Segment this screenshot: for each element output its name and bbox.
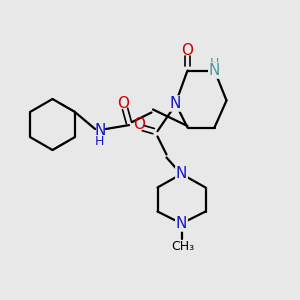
Text: O: O <box>134 117 146 132</box>
Text: N: N <box>95 123 106 138</box>
Text: H: H <box>94 135 104 148</box>
Text: CH₃: CH₃ <box>171 240 195 254</box>
Text: O: O <box>118 96 130 111</box>
Text: H: H <box>210 57 219 70</box>
Text: N: N <box>176 167 187 182</box>
Text: N: N <box>209 63 220 78</box>
Text: O: O <box>182 44 194 59</box>
Text: N: N <box>170 96 181 111</box>
Text: N: N <box>176 216 187 231</box>
